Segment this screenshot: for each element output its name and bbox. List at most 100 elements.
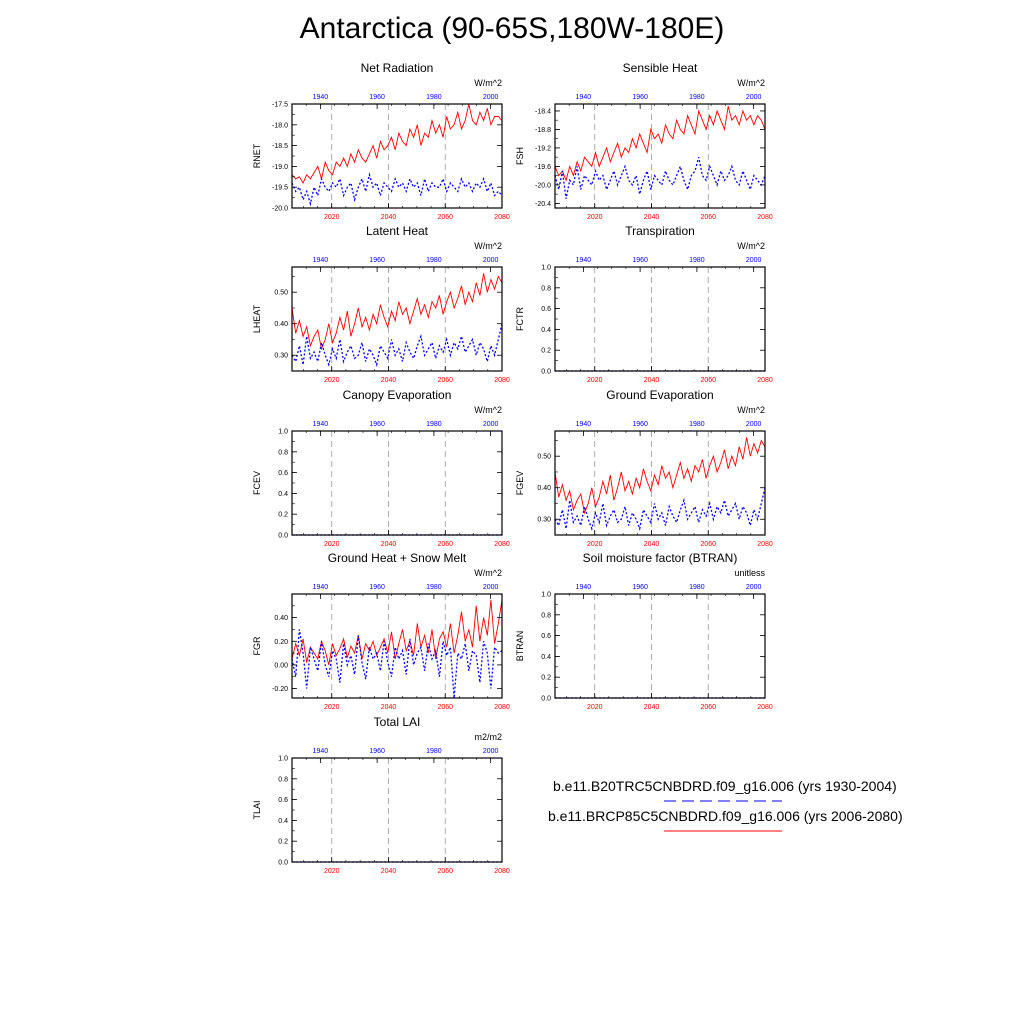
panel-5-top-tick-label-1: 1960: [369, 421, 385, 428]
panel-4-y-tick-label-2: 0.4: [541, 327, 551, 334]
panel-5-y-tick-label-0: 0.0: [278, 533, 288, 540]
panel-3-frame: [291, 266, 503, 372]
panel-8-bottom-tick-label-2: 2060: [700, 704, 716, 711]
panel-7-top-tick-label-0: 1940: [313, 584, 329, 591]
panel-4-y-tick-label-0: 0.0: [541, 369, 551, 376]
panel-9-top-tick-label-2: 1980: [426, 748, 442, 755]
panel-8-title: Soil moisture factor (BTRAN): [583, 551, 738, 565]
panel-1-series-future: [291, 103, 503, 184]
panel-6-ylabel: FGEV: [515, 471, 525, 496]
panel-3-series-historical: [291, 323, 503, 368]
panel-9-y-tick-label-5: 1.0: [278, 756, 288, 763]
panel-6-bottom-tick-label-3: 2080: [757, 541, 773, 548]
panel-5-top-tick-label-0: 1940: [313, 421, 329, 428]
panel-5-y-tick-label-1: 0.2: [278, 512, 288, 519]
panel-6-series-future: [554, 437, 766, 515]
panel-8-y-tick-label-0: 0.0: [541, 696, 551, 703]
panel-1-y-tick-label-1: -19.5: [272, 185, 288, 192]
panel-3-bottom-tick-label-3: 2080: [494, 377, 510, 384]
panel-5-top-tick-label-3: 2000: [483, 421, 499, 428]
panel-8-y-tick-label-4: 0.8: [541, 612, 551, 619]
panel-8-ylabel: BTRAN: [515, 631, 525, 662]
panel-1-bottom-tick-label-0: 2020: [324, 214, 340, 221]
panel-4-title: Transpiration: [625, 224, 695, 238]
panel-5-bottom-tick-label-1: 2040: [381, 541, 397, 548]
panel-9-top-tick-label-0: 1940: [313, 748, 329, 755]
panel-6-bottom-tick-label-1: 2040: [644, 541, 660, 548]
panel-1-units: W/m^2: [474, 78, 502, 88]
panel-2-top-tick-label-2: 1980: [689, 94, 705, 101]
panel-5-units: W/m^2: [474, 405, 502, 415]
panel-5-title: Canopy Evaporation: [343, 388, 452, 402]
panel-9-y-tick-label-1: 0.2: [278, 839, 288, 846]
panel-8-y-tick-label-5: 1.0: [541, 592, 551, 599]
panel-4-units: W/m^2: [737, 241, 765, 251]
panel-7-ylabel: FGR: [252, 636, 262, 655]
panel-4-top-tick-label-2: 1980: [689, 257, 705, 264]
panel-2-y-tick-label-5: -18.4: [535, 108, 551, 115]
panel-5-bottom-tick-label-2: 2060: [437, 541, 453, 548]
panel-1-title: Net Radiation: [361, 61, 434, 75]
panel-3-ylabel: LHEAT: [252, 304, 262, 333]
panel-6-top-tick-label-1: 1960: [632, 421, 648, 428]
panel-5-ylabel: FCEV: [252, 471, 262, 495]
panel-3-series-future: [291, 273, 503, 351]
panel-8-top-tick-label-0: 1940: [576, 584, 592, 591]
panel-7-y-tick-label-1: 0.00: [274, 662, 288, 669]
panel-2-top-tick-label-0: 1940: [576, 94, 592, 101]
panel-6-title: Ground Evaporation: [606, 388, 713, 402]
panel-8-top-tick-label-3: 2000: [746, 584, 762, 591]
panel-4-frame: [554, 266, 766, 372]
panel-6-frame: [554, 430, 766, 536]
panel-1-series-historical: [291, 172, 503, 207]
panel-8-bottom-tick-label-3: 2080: [757, 704, 773, 711]
panel-6-top-tick-label-3: 2000: [746, 421, 762, 428]
panel-9-y-tick-label-4: 0.8: [278, 776, 288, 783]
panel-5-bottom-tick-label-3: 2080: [494, 541, 510, 548]
panel-8-top-tick-label-2: 1980: [689, 584, 705, 591]
panel-2-units: W/m^2: [737, 78, 765, 88]
panel-8-bottom-tick-label-0: 2020: [587, 704, 603, 711]
panel-9-y-tick-label-3: 0.6: [278, 797, 288, 804]
panel-9-bottom-tick-label-2: 2060: [437, 868, 453, 875]
legend-entry-future: b.e11.BRCP85C5CNBDRD.f09_g16.006 (yrs 20…: [548, 808, 903, 824]
panel-1-bottom-tick-label-1: 2040: [381, 214, 397, 221]
panel-2-series-historical: [554, 157, 766, 199]
panel-7-title: Ground Heat + Snow Melt: [328, 551, 467, 565]
panel-2-ylabel: FSH: [515, 147, 525, 165]
panel-7-y-tick-label-0: -0.20: [272, 686, 288, 693]
panel-5-top-tick-label-2: 1980: [426, 421, 442, 428]
panel-9-y-tick-label-0: 0.0: [278, 860, 288, 867]
panel-2-frame: [554, 103, 766, 209]
panel-3-y-tick-label-2: 0.50: [274, 290, 288, 297]
panel-8-frame: [554, 593, 766, 699]
panel-7-top-tick-label-3: 2000: [483, 584, 499, 591]
panel-7-units: W/m^2: [474, 568, 502, 578]
panel-6-top-tick-label-2: 1980: [689, 421, 705, 428]
panel-1-y-tick-label-0: -20.0: [272, 206, 288, 213]
panel-1-top-tick-label-0: 1940: [313, 94, 329, 101]
panel-1-ylabel: RNET: [252, 143, 262, 168]
panel-5-frame: [291, 430, 503, 536]
panel-2-bottom-tick-label-2: 2060: [700, 214, 716, 221]
panel-2-top-tick-label-1: 1960: [632, 94, 648, 101]
panel-5-y-tick-label-4: 0.8: [278, 449, 288, 456]
panel-1-y-tick-label-4: -18.0: [272, 122, 288, 129]
panel-1-bottom-tick-label-3: 2080: [494, 214, 510, 221]
panel-2-title: Sensible Heat: [623, 61, 698, 75]
panel-8-y-tick-label-1: 0.2: [541, 675, 551, 682]
panel-3-top-tick-label-1: 1960: [369, 257, 385, 264]
panel-2-y-tick-label-3: -19.2: [535, 145, 551, 152]
panel-7-bottom-tick-label-2: 2060: [437, 704, 453, 711]
panel-9-y-tick-label-2: 0.4: [278, 818, 288, 825]
legend-entry-historical: b.e11.B20TRC5CNBDRD.f09_g16.006 (yrs 193…: [553, 778, 897, 794]
panel-8-units: unitless: [734, 568, 765, 578]
panel-3-bottom-tick-label-0: 2020: [324, 377, 340, 384]
panel-4-y-tick-label-1: 0.2: [541, 348, 551, 355]
panel-1-frame: [291, 103, 503, 209]
panel-7-bottom-tick-label-3: 2080: [494, 704, 510, 711]
panel-4-bottom-tick-label-0: 2020: [587, 377, 603, 384]
panel-9-bottom-tick-label-3: 2080: [494, 868, 510, 875]
panel-5-bottom-tick-label-0: 2020: [324, 541, 340, 548]
